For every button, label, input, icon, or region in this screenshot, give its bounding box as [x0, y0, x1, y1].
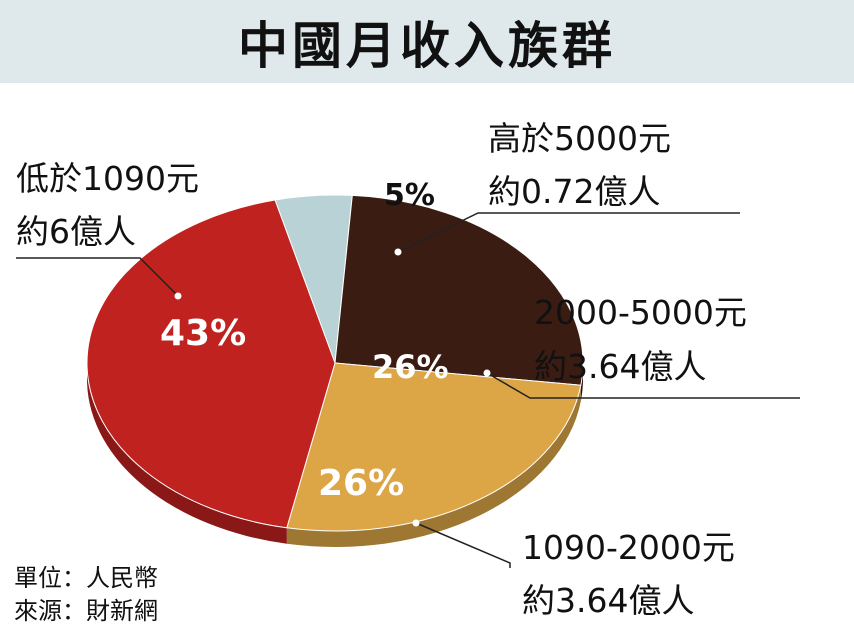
slice-label-mid: 1090-2000元 — [522, 528, 735, 567]
slice-sublabel-mid: 約3.64億人 — [522, 581, 694, 620]
percent-label-low: 43% — [160, 313, 246, 354]
leader-dot-high — [394, 248, 402, 256]
leader-line-high — [397, 212, 740, 253]
footer: 單位：人民幣 來源：財新網 — [14, 562, 158, 628]
slice-label-low: 低於1090元 — [16, 159, 199, 198]
slice-sublabel-mid-high: 約3.64億人 — [534, 347, 706, 386]
slice-label-mid-high: 2000-5000元 — [534, 293, 747, 332]
percent-label-mid: 26% — [318, 463, 404, 504]
leader-line-mid-high — [486, 372, 800, 399]
unit-note: 單位：人民幣 — [14, 564, 158, 592]
leader-dot-mid-high — [483, 369, 491, 377]
slice-mid-high — [334, 194, 584, 386]
slice-mid — [286, 362, 582, 532]
leader-dot-low — [174, 292, 182, 300]
title-bar: 中國月收入族群 — [0, 0, 854, 83]
leader-line-mid — [415, 522, 511, 568]
slice-label-high: 高於5000元 — [488, 119, 671, 158]
leader-line-low — [16, 257, 179, 297]
percent-label-high: 5% — [384, 178, 435, 213]
percent-label-mid-high: 26% — [372, 348, 449, 386]
leader-lines — [16, 212, 800, 568]
source-note: 來源：財新網 — [14, 597, 158, 625]
chart-title: 中國月收入族群 — [238, 16, 616, 75]
leader-dot-mid — [412, 519, 420, 527]
slice-low — [86, 199, 336, 529]
slice-sublabel-high: 約0.72億人 — [488, 172, 660, 211]
slice-sublabel-low: 約6億人 — [16, 212, 136, 251]
